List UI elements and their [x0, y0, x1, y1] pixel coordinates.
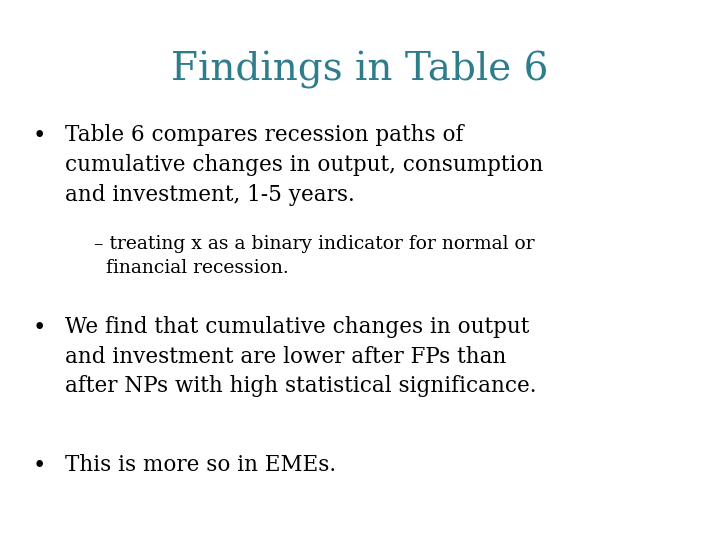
Text: – treating x as a binary indicator for normal or
  financial recession.: – treating x as a binary indicator for n… [94, 235, 534, 277]
Text: •: • [33, 124, 46, 147]
Text: Table 6 compares recession paths of
cumulative changes in output, consumption
an: Table 6 compares recession paths of cumu… [65, 124, 543, 206]
Text: •: • [33, 316, 46, 339]
Text: This is more so in EMEs.: This is more so in EMEs. [65, 454, 336, 476]
Text: •: • [33, 454, 46, 477]
Text: Findings in Table 6: Findings in Table 6 [171, 51, 549, 89]
Text: We find that cumulative changes in output
and investment are lower after FPs tha: We find that cumulative changes in outpu… [65, 316, 536, 397]
